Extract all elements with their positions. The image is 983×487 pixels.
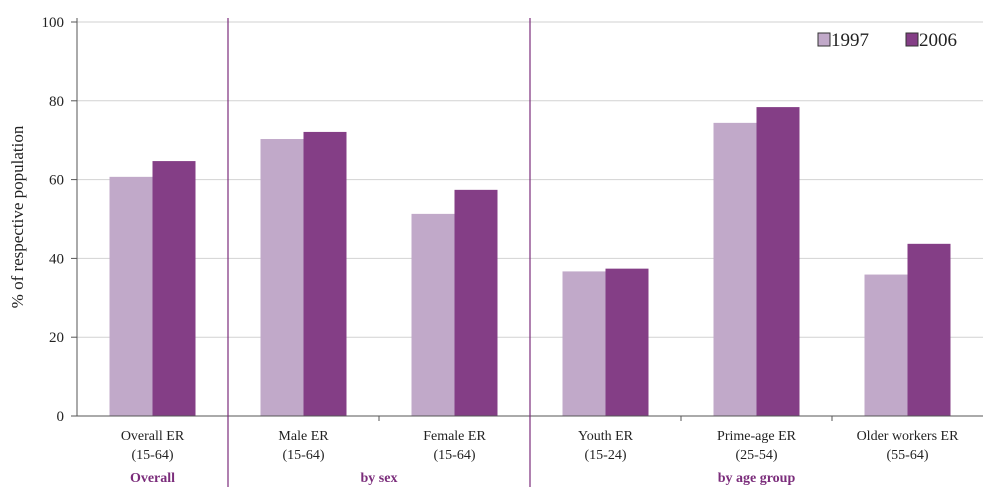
legend-label-1997: 1997 xyxy=(831,30,869,51)
category-range-label: (25-54) xyxy=(736,448,778,463)
bar-2006-0 xyxy=(152,161,196,416)
bar-2006-4 xyxy=(756,107,800,416)
legend-swatch-1997 xyxy=(817,32,831,47)
bar-1997-3 xyxy=(562,271,606,416)
y-tick-label: 20 xyxy=(49,330,64,346)
category-range-label: (15-64) xyxy=(434,448,476,463)
bar-1997-1 xyxy=(260,139,304,416)
y-tick-label: 40 xyxy=(49,251,64,267)
bars xyxy=(109,107,951,416)
category-label: Male ER xyxy=(278,429,329,444)
bar-1997-2 xyxy=(411,213,455,416)
category-range-label: (15-24) xyxy=(585,448,627,463)
category-label: Female ER xyxy=(423,429,486,444)
category-range-label: (15-64) xyxy=(283,448,325,463)
y-tick-labels: 0 20 40 60 80 100 xyxy=(42,15,65,425)
y-tick-label: 80 xyxy=(49,94,64,110)
bar-2006-2 xyxy=(454,189,498,416)
bar-1997-0 xyxy=(109,176,153,416)
bar-2006-3 xyxy=(605,268,649,416)
group-labels: Overall by sex by age group xyxy=(130,471,796,486)
category-range-label: (15-64) xyxy=(132,448,174,463)
axes xyxy=(76,18,983,487)
grid-lines xyxy=(71,21,983,417)
category-label: Prime-age ER xyxy=(717,429,797,444)
category-label: Overall ER xyxy=(121,429,185,444)
group-label: Overall xyxy=(130,471,175,486)
category-label: Older workers ER xyxy=(857,429,960,444)
bar-2006-5 xyxy=(907,243,951,416)
legend-label-2006: 2006 xyxy=(919,30,957,51)
group-label: by age group xyxy=(718,471,796,486)
bar-1997-4 xyxy=(713,122,757,416)
category-range-label: (55-64) xyxy=(887,448,929,463)
group-label: by sex xyxy=(361,471,398,486)
y-tick-label: 100 xyxy=(42,15,65,31)
category-labels: Overall ER (15-64) Male ER (15-64) Female ER… xyxy=(121,429,959,463)
y-tick-label: 0 xyxy=(57,409,65,425)
bar-1997-5 xyxy=(864,274,908,416)
y-tick-label: 60 xyxy=(49,173,64,189)
bar-2006-1 xyxy=(303,131,347,416)
y-axis-label: % of respective population xyxy=(8,125,27,308)
legend: 1997 2006 xyxy=(817,30,957,51)
legend-swatch-2006 xyxy=(905,32,919,47)
category-label: Youth ER xyxy=(578,429,634,444)
